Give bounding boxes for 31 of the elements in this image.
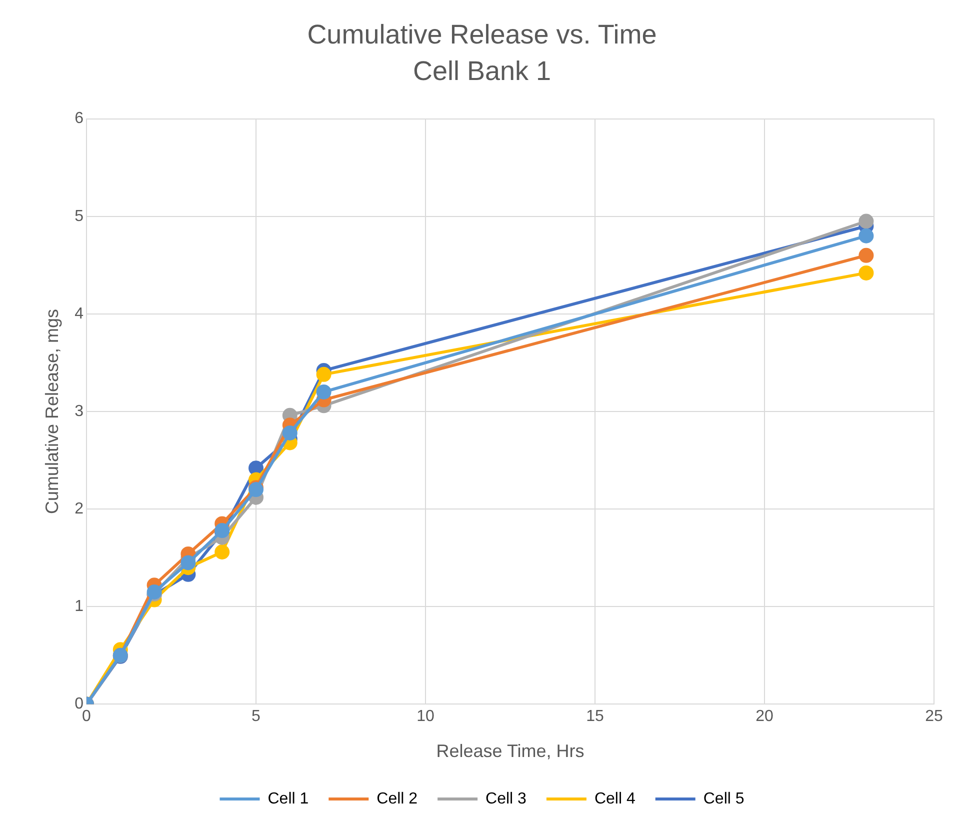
legend-label: Cell 3	[486, 790, 527, 808]
x-tick-label: 20	[756, 708, 774, 726]
y-tick-label: 2	[74, 500, 84, 518]
y-tick-label: 0	[74, 696, 84, 713]
y-tick-label: 4	[74, 305, 84, 322]
point	[858, 228, 874, 244]
y-tick-label: 1	[74, 598, 84, 616]
point	[858, 265, 874, 280]
legend-label: Cell 2	[376, 790, 418, 808]
x-axis-title: Release Time, Hrs	[436, 741, 584, 762]
y-tick-label: 5	[74, 208, 84, 225]
point	[214, 544, 230, 560]
point	[858, 214, 874, 229]
x-tick-label: 5	[252, 708, 261, 726]
chart-title: Cumulative Release vs. Time	[307, 20, 657, 50]
point	[316, 366, 332, 382]
x-tick-label: 25	[925, 708, 943, 726]
legend-label: Cell 1	[268, 790, 309, 808]
legend-label: Cell 5	[703, 790, 744, 808]
legend-label: Cell 4	[594, 790, 636, 808]
point	[316, 384, 332, 400]
point	[248, 460, 264, 476]
y-tick-label: 6	[74, 110, 84, 128]
point	[282, 425, 298, 440]
point	[180, 555, 196, 570]
chart-subtitle: Cell Bank 1	[412, 56, 552, 86]
x-tick-label: 15	[586, 708, 604, 726]
y-axis-title: Cumulative Release, mgs	[42, 308, 62, 514]
x-tick-label: 10	[416, 708, 434, 726]
y-tick-label: 3	[74, 402, 84, 420]
point	[858, 248, 874, 263]
